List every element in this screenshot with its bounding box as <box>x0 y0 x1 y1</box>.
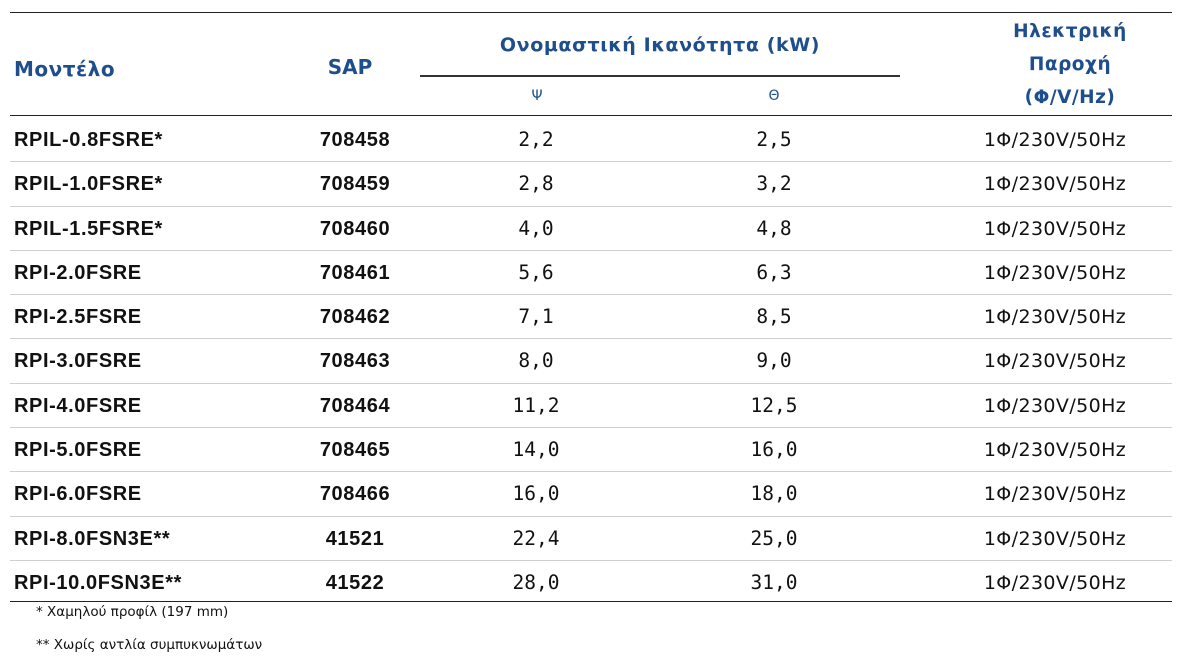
cell-sap: 708460 <box>319 217 391 240</box>
cell-sap: 708464 <box>319 394 391 417</box>
cell-sap: 708466 <box>319 483 391 506</box>
table-top-rule <box>10 12 1172 13</box>
cell-supply: 1Φ/230V/50Hz <box>983 350 1127 373</box>
footnote-low-profile: * Χαμηλού προφίλ (197 mm) <box>36 604 229 620</box>
row-separator <box>10 338 1172 340</box>
cell-heating: 4,8 <box>756 216 792 240</box>
cell-heating: 8,5 <box>756 305 792 329</box>
cell-model: RPI-8.0FSN3E** <box>14 527 171 550</box>
cell-supply: 1Φ/230V/50Hz <box>983 306 1127 329</box>
table-row: RPI-2.5FSRE 708462 7,1 8,5 1Φ/230V/50Hz <box>0 295 1190 340</box>
cell-supply: 1Φ/230V/50Hz <box>983 217 1127 240</box>
cell-sap: 708461 <box>319 261 391 284</box>
cell-model: RPI-2.5FSRE <box>14 306 142 329</box>
header-supply-line1: Ηλεκτρική <box>1013 21 1127 42</box>
cell-cooling: 2,8 <box>518 172 554 196</box>
cell-model: RPI-5.0FSRE <box>14 439 142 462</box>
cell-supply: 1Φ/230V/50Hz <box>983 394 1127 417</box>
cell-heating: 6,3 <box>756 260 792 284</box>
cell-heating: 2,5 <box>756 128 792 151</box>
header-cooling: Ψ <box>531 88 543 104</box>
cell-sap: 41522 <box>325 571 385 594</box>
cell-cooling: 2,2 <box>518 128 554 151</box>
cell-cooling: 16,0 <box>512 482 560 506</box>
cell-model: RPI-10.0FSN3E** <box>14 571 182 594</box>
cell-supply: 1Φ/230V/50Hz <box>983 129 1127 151</box>
table-row: RPI-3.0FSRE 708463 8,0 9,0 1Φ/230V/50Hz <box>0 339 1190 384</box>
header-sap: SAP <box>327 55 373 79</box>
cell-sap: 708465 <box>319 439 391 462</box>
cell-cooling: 7,1 <box>518 305 554 329</box>
table-row: RPI-5.0FSRE 708465 14,0 16,0 1Φ/230V/50H… <box>0 428 1190 473</box>
capacity-underline <box>420 75 900 77</box>
cell-model: RPI-2.0FSRE <box>14 261 142 284</box>
cell-cooling: 4,0 <box>518 216 554 240</box>
row-separator <box>10 161 1172 163</box>
table-row: RPI-4.0FSRE 708464 11,2 12,5 1Φ/230V/50H… <box>0 384 1190 429</box>
cell-sap: 41521 <box>325 527 385 550</box>
cell-model: RPI-3.0FSRE <box>14 350 142 373</box>
header-model: Μοντέλο <box>14 57 116 81</box>
row-separator <box>10 382 1172 384</box>
footnote-no-pump: ** Χωρίς αντλία συμπυκνωμάτων <box>36 637 263 653</box>
row-separator <box>10 515 1172 517</box>
cell-sap: 708459 <box>319 173 391 196</box>
cell-model: RPI-4.0FSRE <box>14 394 142 417</box>
header-supply-line2: Παροχή <box>1028 54 1112 75</box>
cell-heating: 9,0 <box>756 349 792 373</box>
cell-heating: 3,2 <box>756 172 792 196</box>
row-separator <box>10 427 1172 429</box>
table-body: RPIL-0.8FSRE* 708458 2,2 2,5 1Φ/230V/50H… <box>0 118 1190 605</box>
cell-heating: 18,0 <box>750 482 798 506</box>
table-row: RPI-8.0FSN3E** 41521 22,4 25,0 1Φ/230V/5… <box>0 517 1190 561</box>
cell-heating: 16,0 <box>750 438 798 462</box>
header-capacity: Ονομαστική Ικανότητα (kW) <box>499 34 821 56</box>
cell-cooling: 22,4 <box>512 526 560 550</box>
row-separator <box>10 249 1172 251</box>
cell-cooling: 8,0 <box>518 349 554 373</box>
header-heating: Θ <box>768 88 780 104</box>
cell-supply: 1Φ/230V/50Hz <box>983 173 1127 196</box>
table-bottom-rule <box>10 601 1172 602</box>
table-row: RPI-2.0FSRE 708461 5,6 6,3 1Φ/230V/50Hz <box>0 251 1190 296</box>
header-bottom-rule <box>10 115 1172 116</box>
cell-cooling: 28,0 <box>512 570 560 594</box>
cell-sap: 708458 <box>319 129 391 151</box>
row-separator <box>10 471 1172 473</box>
table-row: RPIL-1.5FSRE* 708460 4,0 4,8 1Φ/230V/50H… <box>0 207 1190 251</box>
cell-heating: 25,0 <box>750 526 798 550</box>
cell-cooling: 11,2 <box>512 393 560 417</box>
cell-supply: 1Φ/230V/50Hz <box>983 483 1127 506</box>
cell-heating: 12,5 <box>750 393 798 417</box>
cell-heating: 31,0 <box>750 570 798 594</box>
cell-supply: 1Φ/230V/50Hz <box>983 439 1127 462</box>
cell-model: RPI-6.0FSRE <box>14 483 142 506</box>
cell-model: RPIL-1.5FSRE* <box>14 217 163 240</box>
cell-supply: 1Φ/230V/50Hz <box>983 527 1127 550</box>
header-supply: Ηλεκτρική Παροχή (Φ/V/Hz) <box>985 15 1155 114</box>
row-separator <box>10 294 1172 296</box>
cell-cooling: 14,0 <box>512 438 560 462</box>
cell-cooling: 5,6 <box>518 260 554 284</box>
table-row: RPI-6.0FSRE 708466 16,0 18,0 1Φ/230V/50H… <box>0 472 1190 517</box>
cell-model: RPIL-1.0FSRE* <box>14 173 163 196</box>
row-separator <box>10 205 1172 207</box>
cell-model: RPIL-0.8FSRE* <box>14 129 163 151</box>
cell-sap: 708463 <box>319 350 391 373</box>
table-row: RPI-10.0FSN3E** 41522 28,0 31,0 1Φ/230V/… <box>0 561 1190 605</box>
row-separator <box>10 559 1172 561</box>
cell-supply: 1Φ/230V/50Hz <box>983 571 1127 594</box>
cell-supply: 1Φ/230V/50Hz <box>983 261 1127 284</box>
cell-sap: 708462 <box>319 306 391 329</box>
header-supply-line3: (Φ/V/Hz) <box>1024 87 1116 108</box>
table-row: RPIL-0.8FSRE* 708458 2,2 2,5 1Φ/230V/50H… <box>0 118 1190 163</box>
table-row: RPIL-1.0FSRE* 708459 2,8 3,2 1Φ/230V/50H… <box>0 162 1190 207</box>
